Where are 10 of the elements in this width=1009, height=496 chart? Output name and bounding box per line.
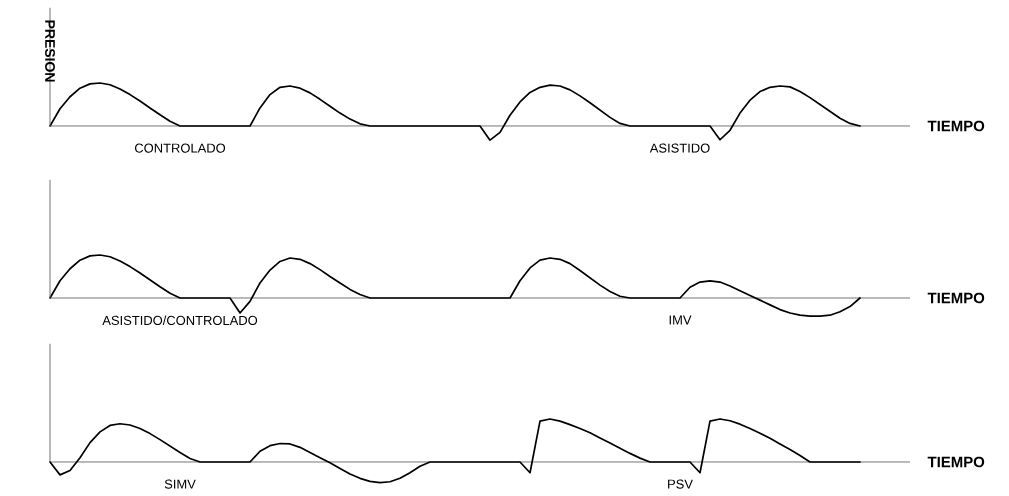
- x-axis-title: TIEMPO: [927, 292, 985, 304]
- annotation: IMV: [669, 315, 692, 325]
- annotation: PSV: [668, 479, 693, 489]
- x-axis-title: TIEMPO: [927, 456, 985, 468]
- x-axis-title: TIEMPO: [927, 120, 985, 132]
- y-axis-title: PRESION: [45, 20, 55, 82]
- annotation: ASISTIDO/CONTROLADO: [102, 315, 258, 326]
- annotation: SIMV: [164, 479, 196, 489]
- text: CONTROLADO: [134, 143, 226, 153]
- text: ASISTIDO: [649, 143, 710, 153]
